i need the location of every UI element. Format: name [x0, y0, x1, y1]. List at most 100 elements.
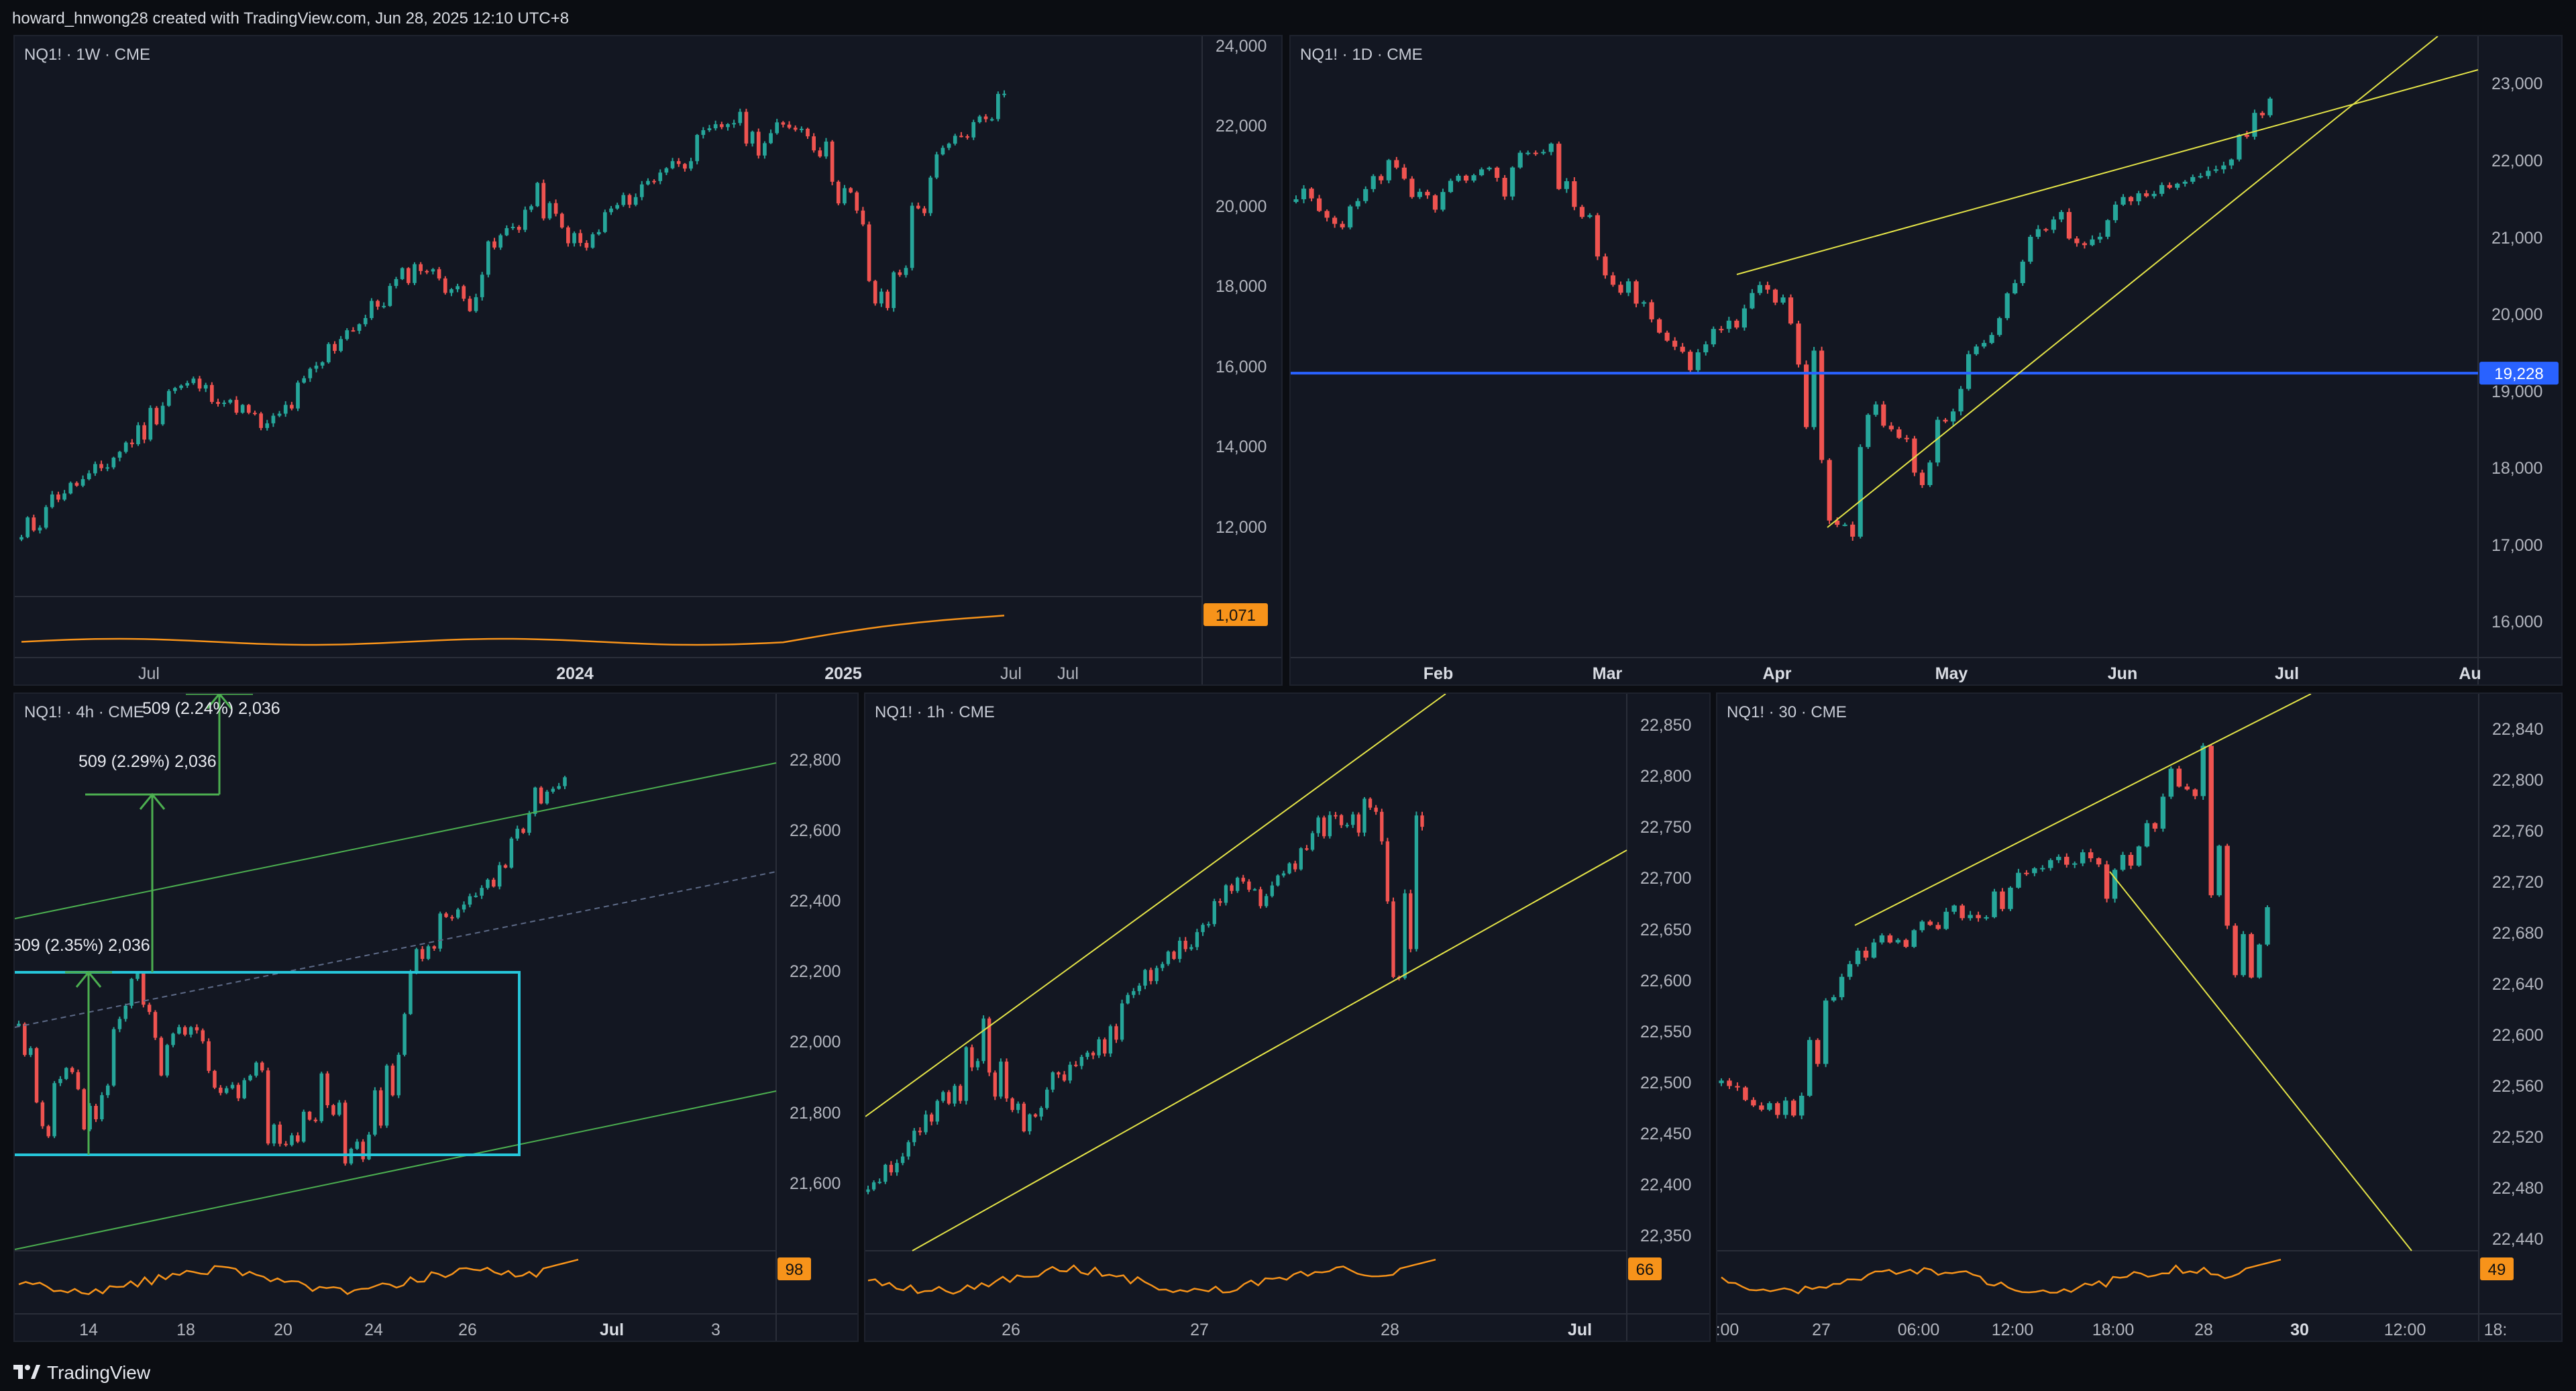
x-tick-label: Jul [138, 664, 160, 683]
candle-body [1633, 281, 1639, 304]
candle-body [185, 382, 190, 386]
candle-body [1943, 419, 1948, 422]
candle-body [480, 888, 484, 896]
candle [361, 1139, 365, 1162]
candle-body [1966, 354, 1972, 389]
candle [652, 179, 656, 185]
candle [1345, 823, 1349, 828]
chart-panel-daily[interactable]: NQ1! · 1D · CME 23,000 22,000 21,000 20,000… [1289, 35, 2563, 686]
candle-body [1603, 256, 1608, 276]
candle-body [88, 1106, 92, 1130]
candle-body [420, 949, 425, 960]
candle-body [719, 124, 724, 127]
candle-body [413, 264, 417, 283]
chart-panel-30m[interactable]: NQ1! · 30 · CME 22,840 22,800 22,760 22,720… [1716, 692, 2563, 1342]
candle [1120, 999, 1124, 1042]
candle-body [17, 1023, 21, 1026]
tradingview-logo[interactable]: TradingView [13, 1358, 282, 1383]
chart-panel-4h[interactable]: NQ1! · 4h · CME 22,800 22,600 22,400 22,200… [13, 692, 859, 1342]
candle-body [2043, 229, 2049, 231]
candle [2144, 190, 2149, 198]
candle-body [1618, 285, 1623, 293]
candle-body [1380, 811, 1384, 841]
candle [1887, 933, 1893, 944]
candle-body [400, 268, 405, 279]
candle-body [136, 425, 140, 445]
candle [68, 481, 73, 495]
candle [971, 119, 976, 140]
candle-body [1819, 350, 1825, 460]
candle-body [1976, 915, 1981, 919]
candle-body [1734, 320, 1739, 328]
candle-body [301, 1111, 306, 1142]
osc-value-label: 98 [786, 1261, 804, 1279]
candle [2040, 865, 2045, 872]
candle [1904, 435, 1909, 442]
candle-body [1625, 281, 1631, 293]
candle [1548, 142, 1554, 156]
candle [409, 970, 413, 1015]
candle [1595, 213, 1601, 260]
candle [2066, 208, 2072, 240]
candle-body [1815, 1039, 1821, 1064]
y-tick-label: 22,400 [790, 892, 841, 911]
y-tick-label: 16,000 [2491, 613, 2542, 631]
candle-body [987, 1018, 991, 1073]
candle-body [1371, 176, 1376, 189]
candle [1783, 1096, 1788, 1119]
candle [351, 327, 356, 332]
candle-body [1873, 404, 1878, 415]
candle-body [2216, 845, 2222, 896]
candle [74, 481, 79, 487]
candle-body [1912, 438, 1917, 473]
candle [763, 141, 767, 159]
candle-body [68, 482, 73, 494]
candle [1355, 198, 1360, 209]
candle [1960, 904, 1965, 921]
candle-body [1463, 175, 1469, 181]
candle [1743, 1086, 1748, 1102]
candle [1807, 1037, 1813, 1097]
y-tick-label: 24,000 [1216, 37, 1267, 56]
candle-body [129, 442, 134, 445]
candle-body [1409, 178, 1415, 197]
chart-panel-weekly[interactable]: NQ1! · 1W · CME 24,000 22,000 20,000 18,000… [13, 35, 1283, 686]
candle-body [529, 206, 533, 210]
candle-body [1839, 976, 1845, 998]
candle-body [981, 1018, 985, 1062]
candle-body [2267, 98, 2273, 115]
candle [1759, 1102, 1764, 1112]
footer-bar: TradingView [0, 1349, 2576, 1391]
candle-body [2112, 870, 2118, 899]
candle-body [409, 972, 413, 1015]
candle [117, 1017, 122, 1033]
candle-body [1842, 524, 1847, 526]
candle [159, 1036, 164, 1077]
candle [603, 209, 607, 234]
candle [596, 229, 601, 236]
candle-body [1772, 289, 1778, 303]
chart-svg[interactable]: 22,800 22,600 22,400 22,200 22,000 21,800 21,6… [15, 694, 859, 1342]
candle-body [1224, 885, 1228, 903]
chart-svg[interactable]: 22,840 22,800 22,760 22,720 22,680 22,640 22,6… [1717, 694, 2563, 1342]
candle [2190, 174, 2196, 185]
candle-body [2229, 159, 2234, 166]
chart-svg[interactable]: 23,000 22,000 21,000 20,000 19,000 18,000 17,0… [1291, 36, 2563, 686]
candle [1703, 341, 1709, 356]
candle [1695, 349, 1701, 373]
chart-svg[interactable]: 22,850 22,800 22,750 22,700 22,650 22,600 22,5… [865, 694, 1711, 1342]
candle [44, 505, 48, 529]
candle-body [2152, 823, 2158, 829]
chart-panel-1h[interactable]: NQ1! · 1h · CME 22,850 22,800 22,750 22,700… [864, 692, 1711, 1342]
y-tick-label: 22,350 [1640, 1227, 1691, 1245]
candle-body [1935, 419, 1941, 463]
candle-body [2184, 786, 2190, 790]
candle-body [278, 1125, 282, 1144]
candle-body [1641, 302, 1647, 304]
candle-body [326, 344, 331, 362]
candle [1241, 874, 1245, 884]
chart-svg[interactable]: 24,000 22,000 20,000 18,000 16,000 14,000 12,0… [15, 36, 1283, 686]
x-tick-label: 12:00 [2384, 1321, 2426, 1339]
candle [492, 878, 496, 888]
candle [912, 1128, 916, 1146]
